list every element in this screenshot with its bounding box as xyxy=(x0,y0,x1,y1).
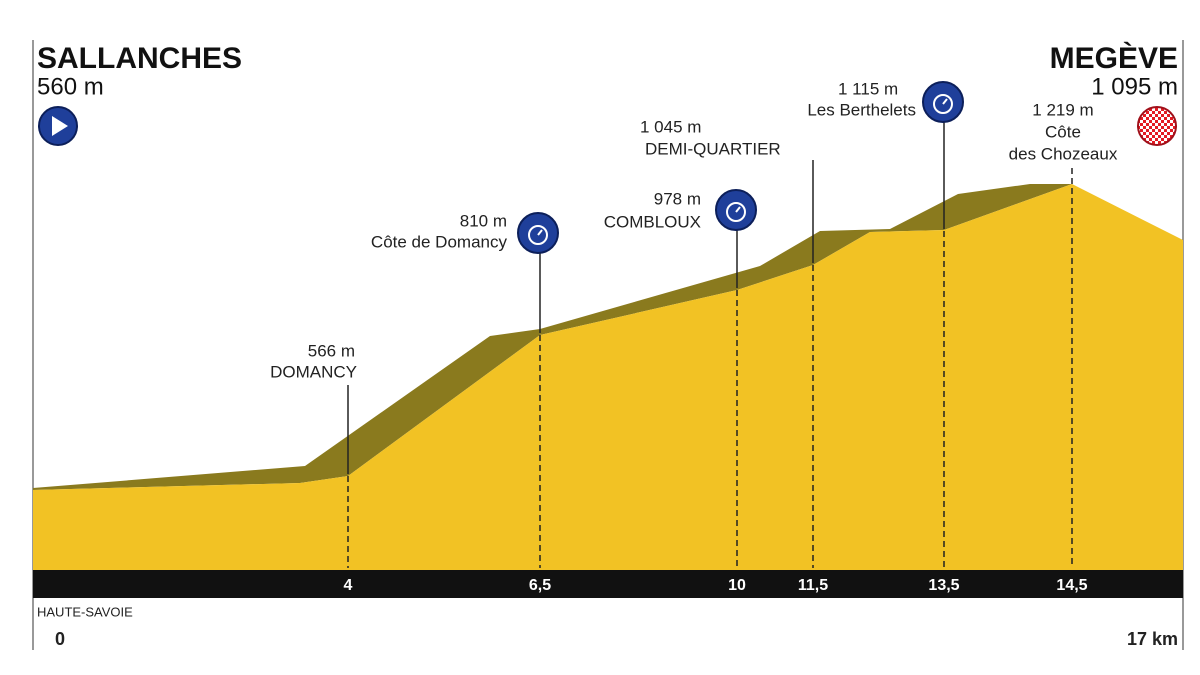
point-altitude: 1 115 m xyxy=(838,79,898,98)
timing-icon xyxy=(922,81,964,123)
km-label: 14,5 xyxy=(1056,577,1087,594)
finish-altitude: 1 095 m xyxy=(1091,73,1178,100)
point-name: DOMANCY xyxy=(270,362,357,381)
finish-icon xyxy=(1137,106,1177,146)
point-name: COMBLOUX xyxy=(604,212,701,231)
point-name: Les Berthelets xyxy=(807,100,916,119)
point-altitude: 1 045 m xyxy=(640,117,701,136)
start-altitude: 560 m xyxy=(37,73,104,100)
axis-end: 17 km xyxy=(1127,629,1178,649)
point-name: DEMI-QUARTIER xyxy=(645,139,781,158)
point-altitude: 566 m xyxy=(308,341,355,360)
start-name: SALLANCHES xyxy=(37,42,242,75)
point-altitude: 978 m xyxy=(654,189,701,208)
km-label: 13,5 xyxy=(928,577,959,594)
timing-icon xyxy=(715,189,757,231)
axis-start: 0 xyxy=(55,629,65,649)
timing-icon xyxy=(517,212,559,254)
point-altitude: 810 m xyxy=(460,211,507,230)
km-label: 4 xyxy=(344,577,353,594)
finish-name: MEGÈVE xyxy=(1050,41,1178,75)
point-name: Côte de Domancy xyxy=(371,232,508,251)
start-icon xyxy=(38,106,78,146)
km-label: 11,5 xyxy=(798,577,828,594)
point-name: Côte xyxy=(1045,122,1081,141)
profile-body xyxy=(33,184,1183,570)
km-label: 10 xyxy=(728,577,746,594)
distance-bar xyxy=(33,570,1183,598)
point-altitude: 1 219 m xyxy=(1032,100,1093,119)
point-name: des Chozeaux xyxy=(1009,144,1118,163)
region: HAUTE-SAVOIE xyxy=(37,604,133,619)
km-label: 6,5 xyxy=(529,577,551,594)
